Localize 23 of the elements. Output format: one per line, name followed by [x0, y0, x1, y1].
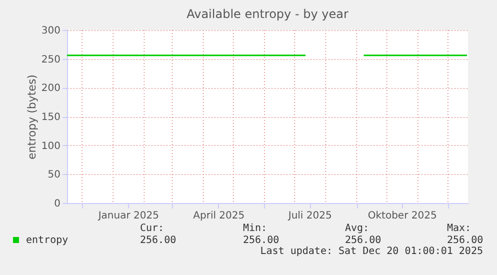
y-tick-label: 200: [41, 83, 60, 94]
y-tick-label: 0: [54, 198, 60, 210]
y-tick-label: 300: [41, 26, 60, 36]
y-axis-title: entropy (bytes): [25, 74, 38, 160]
text: Cur:: [140, 223, 164, 234]
text: Min:: [243, 223, 268, 234]
x-tick-label: Oktober 2025: [368, 210, 437, 222]
text: 256.00: [243, 235, 280, 246]
text: 256.00: [345, 235, 382, 246]
x-tick-label: Januar 2025: [97, 210, 159, 222]
y-tick-label: 50: [48, 170, 60, 181]
x-tick-label: Juli 2025: [287, 210, 332, 222]
text: Max:: [447, 223, 472, 234]
text: 256.00: [447, 235, 484, 246]
legend-label: entropy: [26, 235, 68, 246]
text: 256.00: [140, 235, 176, 246]
y-tick-label: 150: [41, 112, 60, 123]
y-tick-label: 100: [41, 140, 60, 152]
x-tick-label: April 2025: [193, 210, 245, 222]
y-tick-label: 250: [41, 54, 60, 66]
chart-title: Available entropy - by year: [186, 7, 348, 21]
text: Avg:: [345, 223, 370, 234]
text: Last update: Sat Dec 20 01:00:01 2025: [260, 246, 483, 257]
